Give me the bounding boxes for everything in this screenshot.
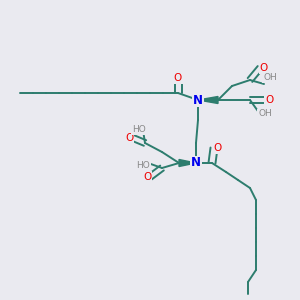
Text: OH: OH xyxy=(258,110,272,118)
Text: O: O xyxy=(260,63,268,73)
Text: HO: HO xyxy=(132,125,146,134)
Text: O: O xyxy=(143,172,151,182)
Text: O: O xyxy=(174,73,182,83)
Text: OH: OH xyxy=(263,74,277,82)
Text: O: O xyxy=(213,143,221,153)
Text: N: N xyxy=(191,157,201,169)
Polygon shape xyxy=(198,97,218,104)
Polygon shape xyxy=(179,160,196,167)
Text: HO: HO xyxy=(136,161,150,170)
Text: N: N xyxy=(193,94,203,106)
Text: O: O xyxy=(125,133,133,143)
Text: O: O xyxy=(265,95,273,105)
